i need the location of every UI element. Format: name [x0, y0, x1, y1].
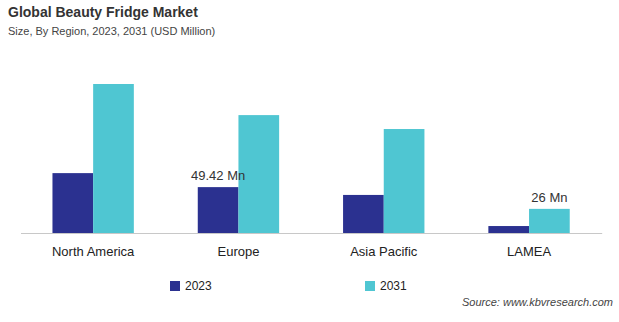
tick: LAMEA [507, 233, 551, 259]
series [93, 84, 570, 233]
bar [93, 84, 134, 233]
chart: Global Beauty Fridge Market Size, By Regi… [0, 0, 619, 322]
bar [52, 173, 93, 233]
legend-label: 2023 [185, 279, 212, 293]
bar [488, 226, 529, 233]
legend-swatch [365, 281, 375, 291]
legend-label: 2031 [380, 279, 407, 293]
tick: North America [52, 233, 135, 259]
tick-label: LAMEA [507, 244, 551, 259]
tick: Europe [217, 233, 259, 259]
x-axis: North America Europe Asia Pacific LAMEA [21, 233, 602, 259]
subtitle: Size, By Region, 2023, 2031 (USD Million… [8, 25, 215, 37]
data-label: 49.42 Mn [191, 168, 245, 183]
tick: Asia Pacific [350, 233, 418, 259]
legend-item: 2031 [365, 279, 407, 293]
tick-label: Asia Pacific [350, 244, 418, 259]
title: Global Beauty Fridge Market [8, 4, 198, 20]
legend-swatch [170, 281, 180, 291]
bar [384, 129, 425, 233]
source: Source: www.kbvresearch.com [462, 296, 613, 308]
axis-line [21, 233, 602, 234]
tick-label: North America [52, 244, 135, 259]
data-label: 26 Mn [531, 190, 567, 205]
bar [198, 187, 239, 233]
bar [529, 209, 570, 233]
plot-area [52, 84, 569, 233]
bar [343, 195, 384, 233]
tick-label: Europe [217, 244, 259, 259]
legend-item: 2023 [170, 279, 212, 293]
